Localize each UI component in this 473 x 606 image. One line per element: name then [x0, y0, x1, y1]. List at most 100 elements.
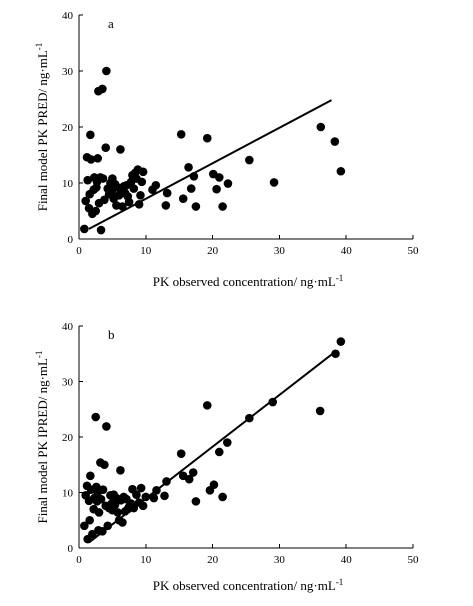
panel-b-data-point — [152, 485, 161, 495]
panel-a: 0 10 20 30 40 50 0 10 20 30 40 a PK observed conce… — [34, 10, 419, 289]
panel-b-data-point — [96, 494, 106, 504]
panel-b-data-point — [176, 449, 186, 458]
panel-b-x-tick-label: 20 — [207, 554, 219, 566]
panel-a-y-tick-label: 30 — [62, 66, 74, 78]
panel-b-data-point — [162, 477, 171, 486]
panel-b-data-point — [110, 500, 120, 510]
panel-b-data-point — [336, 337, 346, 346]
panel-a-data-point — [118, 202, 127, 211]
panel-b-x-tick-label: 50 — [408, 554, 420, 566]
panel-a-x-axis-title: PK observed concentration/ ng·mL-1 — [153, 273, 344, 289]
panel-a-data-point — [86, 155, 96, 164]
panel-a-data-point — [101, 143, 111, 153]
panel-a-data-point — [218, 202, 227, 211]
panel-a-data-point — [102, 66, 111, 76]
panel-a-regression-line — [88, 99, 332, 230]
panel-b-data-point — [160, 491, 169, 501]
panel-b-letter: b — [108, 327, 115, 342]
panel-b-data-point — [118, 518, 127, 527]
panel-a-data-point — [83, 175, 92, 185]
panel-a-data-point — [124, 197, 134, 207]
panel-a-data-point — [184, 163, 193, 172]
panel-a-data-point — [134, 199, 144, 209]
panel-b-data-point — [222, 438, 232, 447]
panel-b-y-tick-label: 10 — [62, 488, 74, 500]
panel-a-data-point — [138, 167, 148, 177]
panel-a-data-point — [336, 166, 346, 176]
panel-b-data-point — [80, 521, 89, 531]
panel-b-data-point — [141, 492, 151, 502]
panel-b-data-point — [85, 515, 94, 525]
panel-b-x-tick-label: 10 — [140, 554, 152, 566]
panel-a-x-tick-label: 20 — [207, 245, 219, 257]
panel-a-y-tick-label: 20 — [62, 122, 74, 134]
panel-a-data-point — [223, 179, 233, 188]
panel-a-data-point — [93, 154, 103, 163]
panel-b-data-point — [138, 501, 148, 511]
panel-a-data-point — [151, 180, 161, 190]
panel-a-data-point — [245, 155, 254, 165]
panel-b-points — [80, 337, 346, 544]
panel-b-data-point — [188, 468, 198, 477]
panel-a-data-point — [116, 145, 125, 154]
panel-b-data-point — [191, 497, 201, 506]
panel-b-data-point — [184, 474, 194, 484]
panel-a-data-point — [137, 177, 147, 187]
panel-b-data-point — [268, 397, 278, 407]
panel-a-x-tick-label: 10 — [140, 245, 152, 257]
panel-a-data-point — [269, 178, 279, 187]
panel-b-data-point — [100, 460, 109, 470]
panel-b-x-tick-label: 0 — [76, 554, 82, 566]
panel-a-data-point — [316, 122, 326, 132]
panel-b-data-point — [91, 412, 100, 422]
panel-a-data-point — [161, 201, 171, 210]
panel-b-y-axis-title: Final model PK IPRED/ ng·mL-1 — [34, 351, 50, 524]
panel-b-y-tick-label: 40 — [62, 321, 74, 333]
panel-b-data-point — [94, 508, 104, 517]
panel-b-x-axis-title: PK observed concentration/ ng·mL-1 — [153, 577, 344, 593]
panel-a-data-point — [178, 194, 188, 203]
panel-a-data-point — [202, 133, 212, 143]
panel-a-data-point — [162, 188, 172, 198]
panel-a-data-point — [98, 174, 108, 183]
panel-b-data-point — [113, 508, 123, 517]
panel-a-x-tick-label: 0 — [76, 245, 82, 257]
panel-b-data-point — [149, 493, 159, 503]
panel-b-data-point — [129, 503, 139, 513]
panel-a-y-axis-title: Final model PK PRED/ ng·mL-1 — [34, 43, 50, 212]
panel-b-data-point — [98, 485, 108, 495]
panel-a-data-point — [86, 130, 95, 140]
panel-a-data-point — [98, 84, 107, 94]
panel-b-data-point — [132, 490, 141, 500]
panel-a-y-tick-label: 10 — [62, 178, 74, 190]
panel-a-x-tick-label: 30 — [274, 245, 286, 257]
panel-b-data-point — [331, 349, 340, 359]
panel-b-data-point — [245, 413, 254, 423]
panel-b-data-point — [214, 447, 224, 457]
panel-b-data-point — [102, 422, 111, 431]
panel-a-fit-line — [88, 99, 332, 230]
panel-a-data-point — [176, 129, 186, 139]
panel-a-data-point — [212, 184, 221, 194]
panel-a-data-point — [96, 225, 106, 235]
panel-a-data-point — [189, 171, 199, 181]
panel-a-letter: a — [108, 16, 114, 31]
panel-a-x-tick-label: 50 — [408, 245, 420, 257]
panel-a-data-point — [81, 196, 90, 206]
panel-a-data-point — [191, 202, 201, 211]
panel-b-x-tick-label: 30 — [274, 554, 286, 566]
panel-a-axes: 0 10 20 30 40 50 0 10 20 30 40 — [62, 10, 419, 257]
panel-a-x-tick-label: 40 — [341, 245, 353, 257]
panel-b-data-point — [98, 527, 107, 536]
panel-a-points — [80, 66, 346, 235]
panel-b-data-point — [209, 480, 219, 490]
panel-b: 0 10 20 30 40 50 0 10 20 30 40 b PK observed conce… — [34, 321, 419, 593]
panel-b-data-point — [116, 466, 125, 475]
panel-b-data-point — [202, 401, 212, 410]
panel-b-y-tick-label: 0 — [68, 543, 74, 555]
panel-a-y-tick-label: 40 — [62, 10, 74, 22]
panel-a-data-point — [80, 224, 89, 234]
panel-b-data-point — [103, 521, 113, 531]
panel-b-data-point — [218, 492, 227, 502]
